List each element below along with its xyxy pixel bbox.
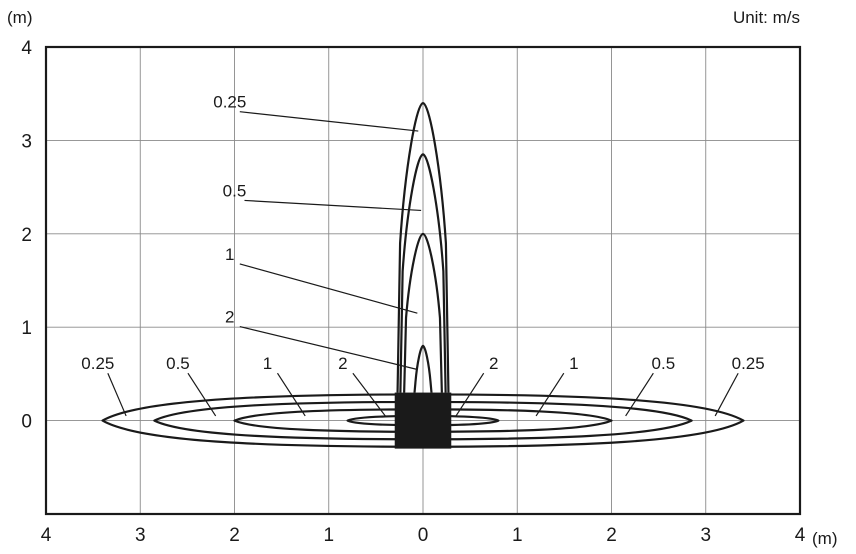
jet-contour-right xyxy=(422,414,500,427)
source-block-layer xyxy=(394,392,452,449)
grid xyxy=(46,47,800,514)
jet-contour-right xyxy=(422,400,693,441)
plume-contour xyxy=(403,232,443,393)
x-axis-unit: (m) xyxy=(812,529,837,548)
contour-leader-line xyxy=(239,263,418,314)
contour-leader-line xyxy=(107,372,127,417)
jet-contour-right xyxy=(422,408,613,433)
y-tick-label: 4 xyxy=(21,38,32,59)
contour-leader-line xyxy=(239,325,417,370)
plot-frame xyxy=(44,45,802,516)
contour-leader-line xyxy=(455,372,485,417)
x-tick-label: 4 xyxy=(795,525,806,546)
contour-label: 0.25 xyxy=(732,354,765,373)
contour-leader-line xyxy=(244,199,422,212)
x-tick-label: 0 xyxy=(418,525,429,546)
y-axis-unit: (m) xyxy=(7,8,32,27)
jet-contour-left xyxy=(233,408,424,433)
contour-leader-line xyxy=(625,372,654,417)
contour-label: 2 xyxy=(225,308,234,327)
x-tick-label: 1 xyxy=(323,525,334,546)
contour-label: 0.5 xyxy=(223,181,247,200)
contour-label: 0.25 xyxy=(81,354,114,373)
x-tick-label: 3 xyxy=(135,525,146,546)
contour-lines xyxy=(101,101,745,448)
x-tick-label: 2 xyxy=(606,525,617,546)
plume-contour xyxy=(413,344,433,393)
jet-contour-right xyxy=(422,393,745,448)
x-tick-label: 3 xyxy=(700,525,711,546)
contour-leader-line xyxy=(276,372,306,417)
jet-contour-left xyxy=(346,414,424,427)
jet-contour-left xyxy=(153,400,424,441)
y-tick-label: 0 xyxy=(21,412,32,433)
contour-label: 0.25 xyxy=(213,93,246,112)
y-tick-label: 1 xyxy=(21,318,32,339)
x-tick-label: 1 xyxy=(512,525,523,546)
contour-label: 2 xyxy=(489,354,498,373)
contour-leader-line xyxy=(239,111,419,132)
jet-contour-left xyxy=(101,393,424,448)
x-tick-label: 2 xyxy=(229,525,240,546)
contour-leader-line xyxy=(714,372,739,417)
contour-label: 1 xyxy=(263,354,272,373)
y-tick-label: 2 xyxy=(21,225,32,246)
contour-leader-line xyxy=(187,372,217,417)
plume-contour xyxy=(396,101,450,393)
contour-label: 1 xyxy=(225,245,234,264)
y-tick-label: 3 xyxy=(21,131,32,152)
contour-label: 1 xyxy=(569,354,578,373)
source-block xyxy=(394,392,452,449)
plume-contour xyxy=(399,153,447,393)
contour-leader-line xyxy=(535,372,565,417)
unit-label: Unit: m/s xyxy=(733,8,800,27)
contour-label: 0.5 xyxy=(166,354,190,373)
axis-ticks: 4 3 2 1 0 1 2 3 4 4 3 2 1 0 xyxy=(21,38,805,546)
x-tick-label: 4 xyxy=(41,525,52,546)
contour-labels: 0.25 0.5 1 2 0.25 0.5 1 2 2 1 0.5 0.25 xyxy=(81,93,765,417)
contour-leader-line xyxy=(352,372,386,417)
contour-label: 2 xyxy=(338,354,347,373)
contour-label: 0.5 xyxy=(652,354,676,373)
